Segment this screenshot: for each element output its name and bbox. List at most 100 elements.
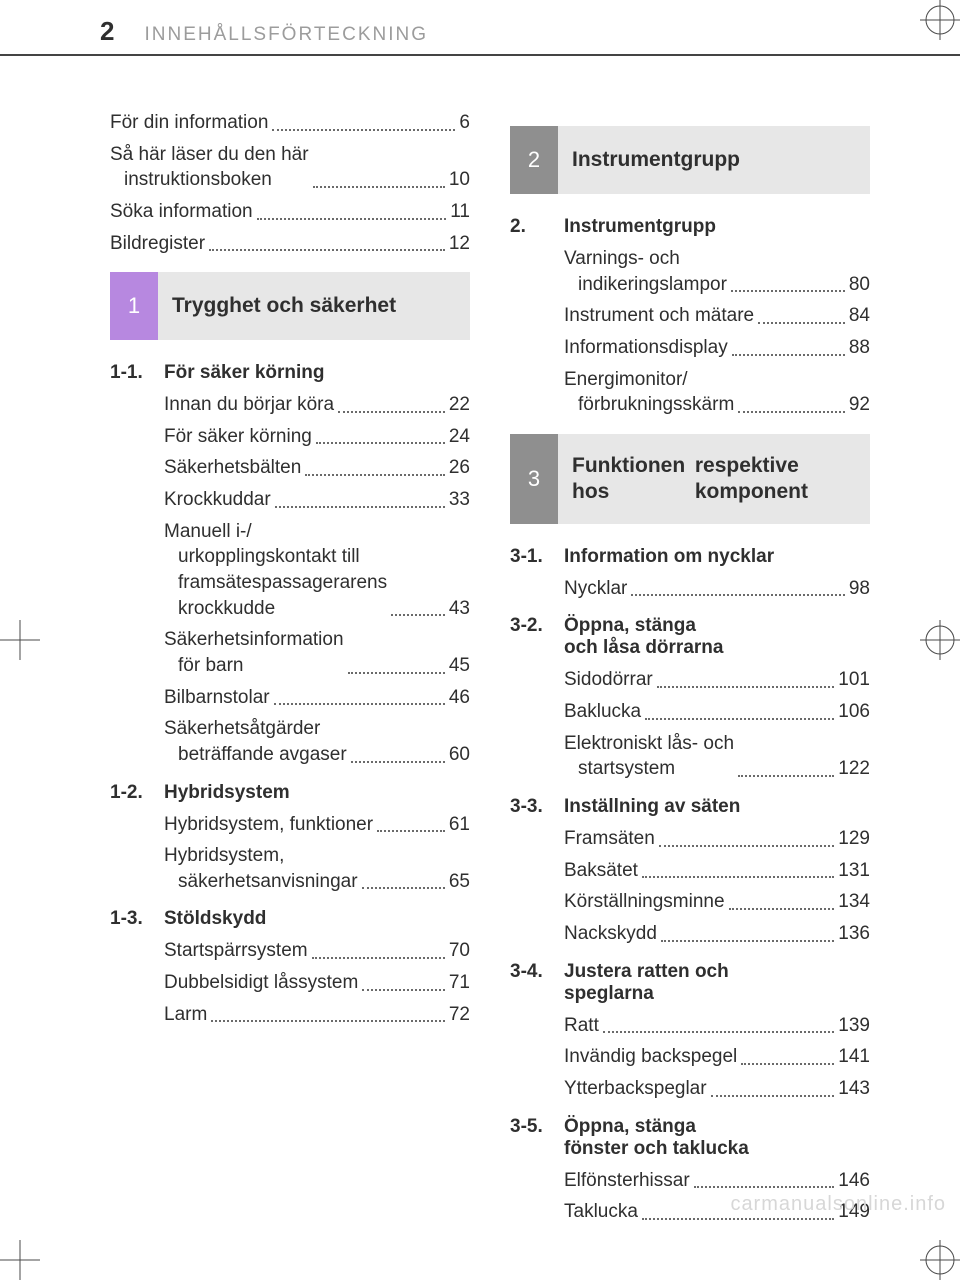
toc-subheading: 3-4.Justera ratten ochspeglarna — [510, 961, 870, 1005]
toc-subheading-text: Öppna, stängafönster och taklucka — [564, 1116, 870, 1160]
toc-leader-dots — [275, 506, 445, 508]
toc-entry-label: Bildregister — [110, 231, 205, 257]
toc-entry: Baklucka 106 — [510, 699, 870, 725]
toc-leader-dots — [362, 989, 445, 991]
toc-leader-dots — [348, 672, 445, 674]
toc-entry: Nycklar98 — [510, 576, 870, 602]
toc-entry-label: Startspärrsystem — [164, 938, 308, 964]
section-title: Instrumentgrupp — [558, 126, 870, 194]
toc-subheading-number: 3-5. — [510, 1116, 564, 1160]
toc-entry: Bilbarnstolar 46 — [110, 685, 470, 711]
toc-entry: Varnings- ochindikeringslampor 80 — [510, 246, 870, 297]
toc-subheading: 3-2.Öppna, stängaoch låsa dörrarna — [510, 615, 870, 659]
toc-leader-dots — [659, 845, 834, 847]
toc-entry-label: Söka information — [110, 199, 253, 225]
crop-mark-icon — [920, 0, 960, 40]
toc-leader-dots — [631, 594, 845, 596]
toc-subheading-text: Inställning av säten — [564, 796, 870, 818]
column-left: För din information6 Så här läser du den … — [110, 110, 470, 1220]
crop-mark-icon — [920, 620, 960, 660]
toc-leader-dots — [738, 411, 845, 413]
toc-entry-label: Baksätet — [564, 858, 638, 884]
section-number: 2 — [510, 126, 558, 194]
toc-entry-page: 43 — [449, 596, 470, 622]
toc-leader-dots — [316, 442, 445, 444]
toc-entry-label: Säkerhetsåtgärderbeträffande avgaser — [164, 716, 347, 767]
toc-entry-label: Informationsdisplay — [564, 335, 728, 361]
toc-entry-page: 106 — [838, 699, 870, 725]
toc-subheading-text: Instrumentgrupp — [564, 216, 870, 238]
toc-entry: Hybridsystem,säkerhetsanvisningar65 — [110, 843, 470, 894]
toc-entry-label: Ytterbackspeglar — [564, 1076, 707, 1102]
toc-entry-page: 131 — [838, 858, 870, 884]
toc-entry: Startspärrsystem70 — [110, 938, 470, 964]
toc-entry-label: Hybridsystem, funktioner — [164, 812, 373, 838]
toc-entry-page: 10 — [449, 167, 470, 193]
toc-subheading: 1-1.För säker körning — [110, 362, 470, 384]
column-right: 2Instrumentgrupp2.InstrumentgruppVarning… — [510, 110, 870, 1220]
section-number: 1 — [110, 272, 158, 340]
toc-entry-label: Säkerhetsinformationför barn — [164, 627, 344, 678]
toc-entry: Sidodörrar101 — [510, 667, 870, 693]
toc-entry: Så här läser du den härinstruktionsboken… — [110, 142, 470, 193]
toc-entry-page: 101 — [838, 667, 870, 693]
toc-entry-label: Hybridsystem,säkerhetsanvisningar — [164, 843, 358, 894]
section-header: 1Trygghet och säkerhet — [110, 272, 470, 340]
toc-leader-dots — [661, 940, 834, 942]
toc-entry-page: 139 — [838, 1013, 870, 1039]
toc-leader-dots — [657, 686, 835, 688]
toc-entry-page: 134 — [838, 889, 870, 915]
toc-entry: Söka information 11 — [110, 199, 470, 225]
toc-entry-label: Larm — [164, 1002, 207, 1028]
toc-entry-page: 45 — [449, 653, 470, 679]
toc-entry-page: 11 — [450, 199, 470, 225]
toc-subheading: 3-1.Information om nycklar — [510, 546, 870, 568]
toc-entry-page: 61 — [449, 812, 470, 838]
toc-entry-label: Körställningsminne — [564, 889, 725, 915]
toc-leader-dots — [312, 957, 445, 959]
toc-entry: Ytterbackspeglar143 — [510, 1076, 870, 1102]
toc-subheading-text: Öppna, stängaoch låsa dörrarna — [564, 615, 870, 659]
toc-entry: Krockkuddar33 — [110, 487, 470, 513]
toc-subheading-text: För säker körning — [164, 362, 470, 384]
toc-entry-label: Varnings- ochindikeringslampor — [564, 246, 727, 297]
toc-subheading: 1-3.Stöldskydd — [110, 908, 470, 930]
page-header: 2 INNEHÅLLSFÖRTECKNING — [100, 16, 860, 47]
toc-leader-dots — [694, 1186, 835, 1188]
toc-leader-dots — [362, 887, 445, 889]
toc-entry-label: Innan du börjar köra — [164, 392, 334, 418]
toc-entry-label: Bilbarnstolar — [164, 685, 270, 711]
section-number: 3 — [510, 434, 558, 524]
toc-subheading-number: 1-1. — [110, 362, 164, 384]
toc-entry-label: Manuell i-/urkopplingskontakt tillframsä… — [164, 519, 387, 622]
toc-entry: För din information6 — [110, 110, 470, 136]
toc-entry-page: 98 — [849, 576, 870, 602]
toc-entry: Manuell i-/urkopplingskontakt tillframsä… — [110, 519, 470, 622]
toc-entry-label: Elektroniskt lås- ochstartsystem — [564, 731, 734, 782]
toc-entry-page: 33 — [449, 487, 470, 513]
toc-entry-page: 129 — [838, 826, 870, 852]
toc-entry-page: 122 — [838, 756, 870, 782]
toc-subheading-number: 3-2. — [510, 615, 564, 659]
section-header: 3Funktionen hosrespektive komponent — [510, 434, 870, 524]
toc-entry-label: Elfönsterhissar — [564, 1168, 690, 1194]
toc-entry-label: Baklucka — [564, 699, 641, 725]
section-header: 2Instrumentgrupp — [510, 126, 870, 194]
toc-subheading-number: 1-2. — [110, 782, 164, 804]
page-number: 2 — [100, 16, 114, 47]
content-area: För din information6 Så här läser du den … — [110, 110, 870, 1220]
toc-entry-label: För din information — [110, 110, 268, 136]
toc-entry: Nackskydd136 — [510, 921, 870, 947]
toc-entry: Elfönsterhissar146 — [510, 1168, 870, 1194]
toc-entry: Informationsdisplay88 — [510, 335, 870, 361]
toc-leader-dots — [351, 761, 445, 763]
toc-leader-dots — [731, 290, 845, 292]
toc-entry: Hybridsystem, funktioner 61 — [110, 812, 470, 838]
toc-entry: Energimonitor/förbrukningsskärm92 — [510, 367, 870, 418]
toc-entry-page: 46 — [449, 685, 470, 711]
toc-entry: Baksätet 131 — [510, 858, 870, 884]
toc-entry-page: 26 — [449, 455, 470, 481]
toc-subheading: 3-3.Inställning av säten — [510, 796, 870, 818]
toc-entry-page: 80 — [849, 272, 870, 298]
toc-entry-page: 24 — [449, 424, 470, 450]
